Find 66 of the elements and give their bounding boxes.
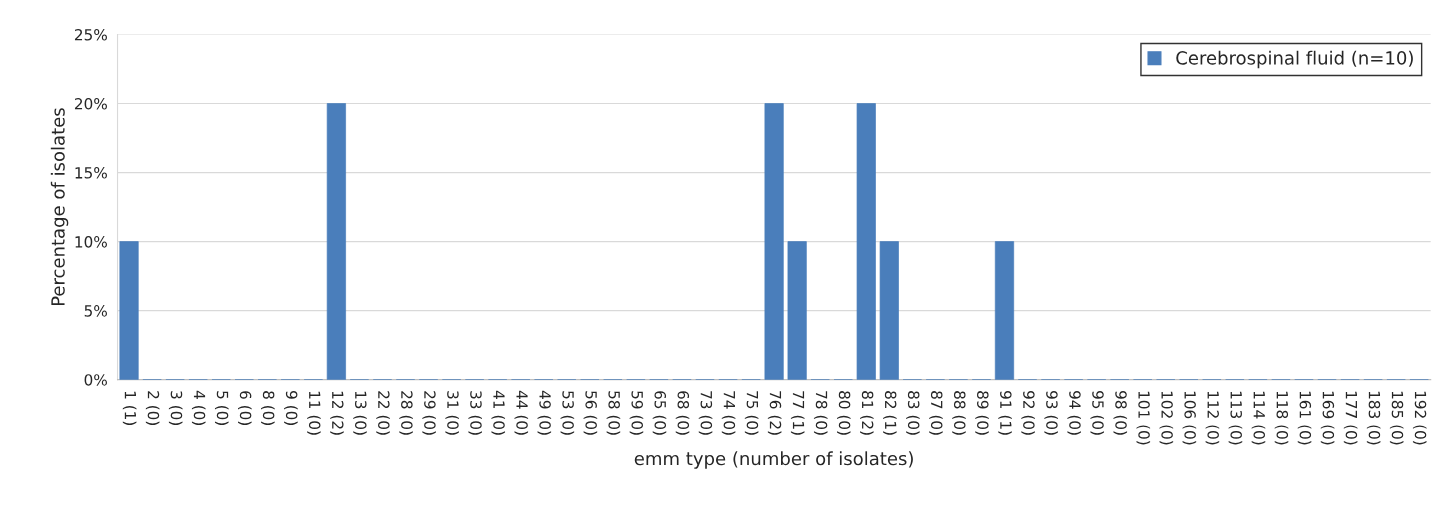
x-tick-label: 59 (0) xyxy=(629,391,644,435)
x-tick-label: 192 (0) xyxy=(1412,391,1427,445)
x-tick-label: 81 (2) xyxy=(860,391,874,435)
x-tick-label: 112 (0) xyxy=(1205,391,1220,445)
x-tick-label: 56 (0) xyxy=(583,391,598,435)
x-tick-label: 31 (0) xyxy=(445,391,459,435)
x-tick-label: 8 (0) xyxy=(261,391,275,425)
legend-label: Cerebrospinal fluid (n=10) xyxy=(1176,50,1413,69)
y-tick-label: 10% xyxy=(75,236,107,248)
x-tick-label: 80 (0) xyxy=(836,391,851,435)
x-tick-label: 65 (0) xyxy=(652,391,667,435)
x-tick-label: 4 (0) xyxy=(191,390,206,425)
y-tick-label: 15% xyxy=(75,167,107,179)
x-tick-label: 88 (0) xyxy=(952,391,966,435)
x-tick-label: 98 (0) xyxy=(1113,391,1128,435)
x-tick-label: 6 (0) xyxy=(238,391,252,425)
x-tick-label: 114 (0) xyxy=(1251,391,1266,445)
x-tick-label: 95 (0) xyxy=(1090,391,1105,435)
x-tick-label: 87 (0) xyxy=(929,391,943,435)
x-tick-label: 101 (0) xyxy=(1136,391,1151,445)
x-tick-label: 118 (0) xyxy=(1274,391,1289,445)
x-tick-label: 92 (0) xyxy=(1021,391,1035,435)
x-tick-label: 3 (0) xyxy=(168,391,183,425)
x-tick-label: 12 (2) xyxy=(330,391,344,435)
x-tick-label: 33 (0) xyxy=(468,391,482,435)
x-tick-label: 89 (0) xyxy=(975,391,989,435)
x-tick-label: 183 (0) xyxy=(1366,391,1381,445)
x-tick-label: 13 (0) xyxy=(353,391,367,435)
x-tick-label: 5 (0) xyxy=(214,391,229,425)
x-tick-label: 68 (0) xyxy=(675,391,690,435)
x-tick-label: 22 (0) xyxy=(376,391,390,435)
x-tick-label: 106 (0) xyxy=(1182,391,1197,445)
x-tick-label: 11 (0) xyxy=(307,391,321,435)
y-tick-label: 5% xyxy=(84,305,107,317)
x-tick-label: 73 (0) xyxy=(698,391,713,435)
x-tick-label: 29 (0) xyxy=(422,391,436,435)
y-axis-title: Percentage of isolates xyxy=(50,108,69,306)
y-tick-label: 20% xyxy=(74,98,107,110)
y-tick-label: 25% xyxy=(74,28,107,41)
x-tick-label: 28 (0) xyxy=(399,391,413,435)
x-tick-label: 77 (1) xyxy=(790,391,805,435)
x-tick-label: 44 (0) xyxy=(514,390,529,435)
x-tick-label: 1 (1) xyxy=(122,391,137,425)
x-axis-title: emm type (number of isolates) xyxy=(634,451,913,469)
x-tick-label: 9 (0) xyxy=(284,391,298,425)
x-tick-label: 78 (0) xyxy=(813,391,828,435)
x-tick-label: 185 (0) xyxy=(1389,391,1404,445)
x-tick-label: 41 (0) xyxy=(491,390,506,435)
x-tick-label: 94 (0) xyxy=(1067,391,1081,435)
x-tick-label: 58 (0) xyxy=(606,391,621,435)
x-tick-label: 102 (0) xyxy=(1159,391,1174,445)
y-tick-label: 0% xyxy=(84,374,107,386)
x-tick-label: 91 (1) xyxy=(998,391,1012,435)
x-tick-label: 113 (0) xyxy=(1228,391,1243,445)
x-tick-label: 161 (0) xyxy=(1297,391,1312,445)
x-tick-label: 83 (0) xyxy=(906,391,920,435)
x-tick-label: 53 (0) xyxy=(560,391,575,435)
x-tick-label: 169 (0) xyxy=(1320,391,1335,445)
x-tick-label: 93 (0) xyxy=(1044,391,1058,435)
x-tick-label: 74 (0) xyxy=(721,391,736,435)
x-tick-label: 75 (0) xyxy=(744,391,759,435)
x-tick-label: 2 (0) xyxy=(145,391,160,425)
x-tick-label: 177 (0) xyxy=(1343,391,1358,445)
x-tick-label: 49 (0) xyxy=(537,390,552,435)
x-tick-label: 76 (2) xyxy=(767,391,782,435)
x-tick-label: 82 (1) xyxy=(883,391,897,435)
